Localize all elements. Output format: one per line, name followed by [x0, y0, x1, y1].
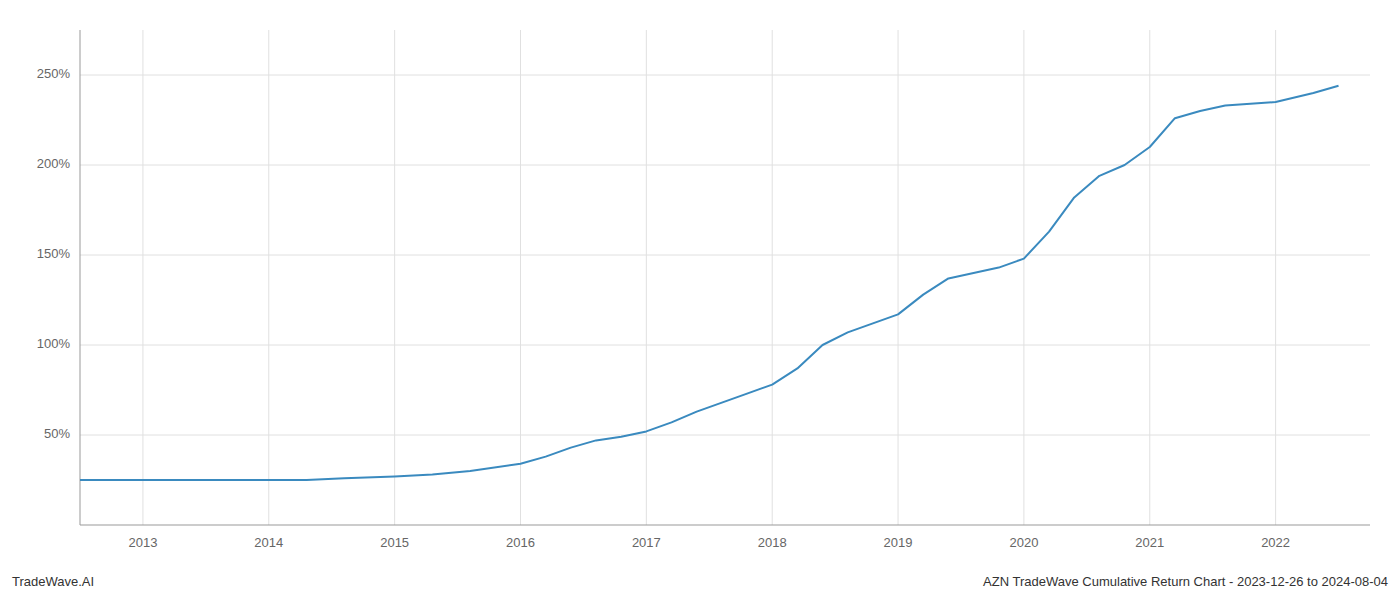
y-tick-label: 50% — [44, 426, 70, 441]
x-tick-label: 2017 — [632, 535, 661, 550]
x-tick-label: 2019 — [884, 535, 913, 550]
x-axis-line — [80, 525, 1370, 526]
data-line — [80, 86, 1339, 480]
chart-svg: 50% 100% 150% 200% 250% 2013 2014 2015 2016 2017 2… — [0, 0, 1400, 600]
x-tick-label: 2014 — [254, 535, 283, 550]
x-grid-line — [1149, 30, 1150, 525]
brand-label: TradeWave.AI — [12, 574, 94, 589]
x-grid-line — [1275, 30, 1276, 525]
x-tick-label: 2018 — [758, 535, 787, 550]
grid — [80, 30, 1370, 525]
y-grid-line — [80, 255, 1370, 256]
y-grid-line — [80, 165, 1370, 166]
texts: TradeWave.AI AZN TradeWave Cumulative Ret… — [12, 574, 1388, 589]
x-grid-line — [1023, 30, 1024, 525]
y-tick-label: 100% — [37, 336, 71, 351]
x-tick-label: 2013 — [128, 535, 157, 550]
y-tick-label: 150% — [37, 246, 71, 261]
x-grid-line — [646, 30, 647, 525]
chart-title: AZN TradeWave Cumulative Return Chart - … — [983, 574, 1388, 589]
x-grid-line — [520, 30, 521, 525]
y-tick-label: 250% — [37, 66, 71, 81]
x-tick-label: 2021 — [1135, 535, 1164, 550]
x-grid-line — [772, 30, 773, 525]
x-tick-label: 2016 — [506, 535, 535, 550]
y-axis-line — [80, 30, 81, 525]
x-tick-label: 2015 — [380, 535, 409, 550]
y-grid-line — [80, 435, 1370, 436]
x-tick-label: 2022 — [1261, 535, 1290, 550]
x-grid-line — [142, 30, 143, 525]
y-tick-label: 200% — [37, 156, 71, 171]
x-grid-line — [268, 30, 269, 525]
x-tick-label: 2020 — [1009, 535, 1038, 550]
y-grid-line — [80, 345, 1370, 346]
x-grid-line — [394, 30, 395, 525]
chart-container: 50% 100% 150% 200% 250% 2013 2014 2015 2016 2017 2… — [0, 0, 1400, 600]
plot-area — [80, 86, 1339, 480]
axes: 50% 100% 150% 200% 250% 2013 2014 2015 2016 2017 2… — [37, 30, 1370, 550]
x-grid-line — [898, 30, 899, 525]
y-grid-line — [80, 75, 1370, 76]
